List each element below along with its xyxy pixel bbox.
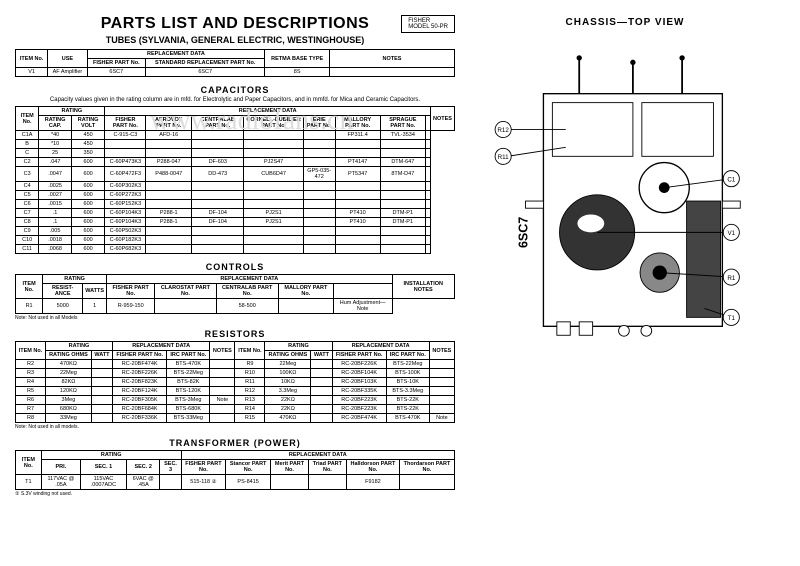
table-row: R482KΩRC-20BF823KBTS-82KR1110KΩRC-20BF10… [16,378,455,387]
chassis-title: CHASSIS—TOP VIEW [475,17,775,28]
svg-text:6SC7: 6SC7 [516,217,530,248]
table-row: C25350 [16,149,455,158]
table-row: R322MegRC-20BF226KBTS-22MegR10100KΩRC-20… [16,369,455,378]
table-row: R7680KΩRC-20BF684KBTS-680KR1422KΩRC-20BF… [16,405,455,414]
table-row: B*10450 [16,140,455,149]
table-row: C7.1600C-60P104K3P288-1DF-104PJ2S1PT410D… [16,209,455,218]
svg-text:R12: R12 [497,127,509,134]
svg-text:R1: R1 [727,275,736,282]
transformer-table: ITEM No.RATINGREPLACEMENT DATAPRI.SEC. 1… [15,450,455,490]
table-row: C8.1600C-60P104K3P288-1DF-104PJ2S1PT410D… [16,218,455,227]
svg-text:T1: T1 [728,315,736,322]
capacitors-heading: CAPACITORS [15,85,455,95]
table-row: C9.005600C-60P502K3 [16,227,455,236]
left-column: PARTS LIST AND DESCRIPTIONS TUBES (SYLVA… [15,15,455,551]
transformer-footnote: ② S.3V winding not used. [15,491,455,497]
model-line2: MODEL 50-PR [408,24,448,30]
svg-text:R11: R11 [498,154,510,161]
table-row: C6.0015600C-60P152K3 [16,200,455,209]
table-row: V1AF Amplifier6SC76SC78S [16,68,455,77]
controls-heading: CONTROLS [15,262,455,272]
right-column: CHASSIS—TOP VIEW R12 R11 C1 V1 R1 T1 6S [475,15,775,551]
capacitors-note: Capacity values given in the rating colu… [15,97,455,103]
subtitle: TUBES (SYLVANIA, GENERAL ELECTRIC, WESTI… [15,35,455,45]
title-row: PARTS LIST AND DESCRIPTIONS TUBES (SYLVA… [15,15,455,49]
resistors-footnote: Note: Not used in all models. [15,424,455,430]
main-title: PARTS LIST AND DESCRIPTIONS [15,15,455,33]
resistors-table: ITEM No.RATINGREPLACEMENT DATANOTESITEM … [15,341,455,423]
table-row: R833MegRC-20BF336KBTS-33MegR15470KΩRC-20… [16,414,455,423]
table-row: C5.0027600C-60P272K3 [16,191,455,200]
table-row: R150001R-959-15058-500Hum Adjustment—Not… [16,299,455,314]
table-row: C4.0025600C-60P302K3 [16,182,455,191]
table-row: C2.047600C-60P473K3P288-047DF-603PJ2S47P… [16,158,455,167]
transformer-heading: TRANSFORMER (POWER) [15,438,455,448]
controls-table: ITEM No.RATINGREPLACEMENT DATAINSTALLATI… [15,274,455,314]
resistors-heading: RESISTORS [15,329,455,339]
controls-footnote: Note: Not used in all Models [15,315,455,321]
table-row: C3.0047600C-60P472F3P488-0047DD-473CUB6D… [16,167,455,182]
watermark: www.radiofans.cn [150,105,353,137]
svg-text:V1: V1 [727,230,735,237]
svg-text:C1: C1 [727,176,736,183]
table-row: C11.0068600C-60P682K3 [16,245,455,254]
table-row: T1117VAC @ .05A115VAC .0007ADC6VAC @ .45… [16,475,455,490]
table-row: R2470KΩRC-20BF474KBTS-470KR922MegRC-20BF… [16,360,455,369]
table-row: R5120KΩRC-20BF124KBTS-120KR123.3MegRC-20… [16,387,455,396]
table-row: R63MegRC-20BF305KBTS-3MegNoteR1322KΩRC-2… [16,396,455,405]
chassis-diagram: R12 R11 C1 V1 R1 T1 6SC7 [475,40,755,380]
model-box: FISHER MODEL 50-PR [401,15,455,33]
table-row: C10.0018600C-60P182K3 [16,236,455,245]
tubes-table: ITEM No.USEREPLACEMENT DATARETMA BASE TY… [15,49,455,77]
